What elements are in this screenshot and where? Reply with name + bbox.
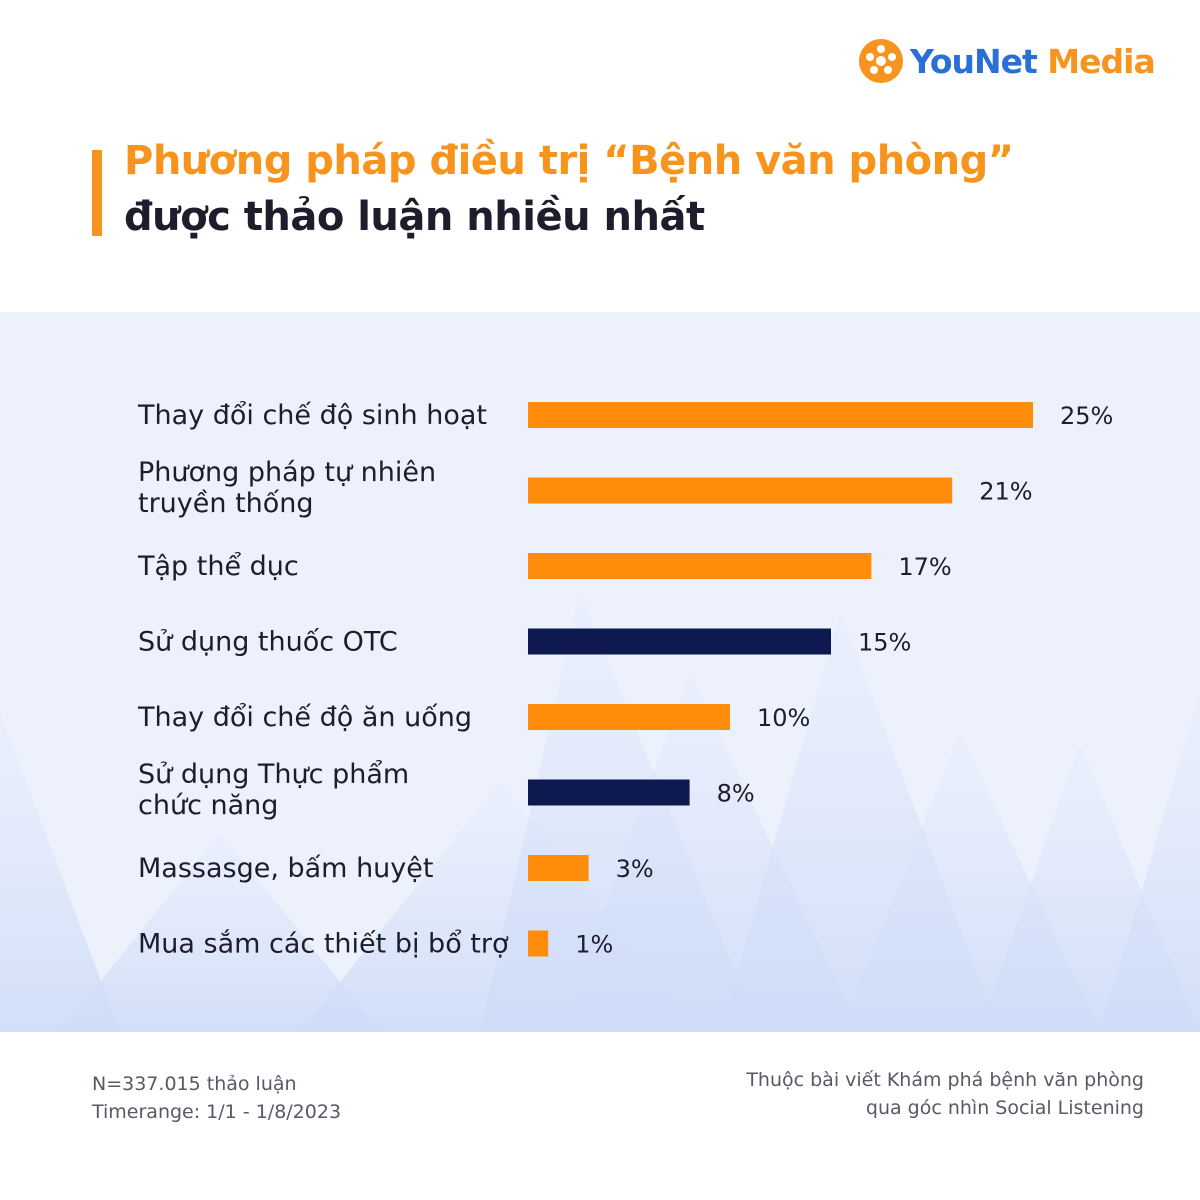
category-label-2-line2: truyền thống — [138, 488, 314, 519]
category-label-7: Massasge, bấm huyệt — [138, 853, 433, 884]
bar-7 — [528, 855, 589, 881]
mountain-background — [0, 592, 1200, 1032]
category-label-5: Thay đổi chế độ ăn uống — [137, 702, 472, 733]
bar-2 — [528, 477, 953, 504]
younet-flower-icon — [859, 39, 903, 83]
value-label-8: 1% — [575, 931, 613, 959]
logo-wordmark: YouNet Media — [910, 41, 1156, 81]
bar-5 — [528, 704, 730, 730]
footer-meta: N=337.015 thảo luận Timerange: 1/1 - 1/8… — [92, 1070, 341, 1126]
value-label-7: 3% — [616, 855, 654, 883]
sample-size: N=337.015 thảo luận — [92, 1073, 297, 1095]
category-label-4: Sử dụng thuốc OTC — [138, 627, 398, 658]
chart-panel: 25% Thay đổi chế độ sinh hoạt 21% Phương ph… — [0, 312, 1200, 1032]
page-title-line2: được thảo luận nhiều nhất — [124, 194, 705, 240]
brand-logo: YouNet Media — [858, 38, 1156, 84]
title-accent-bar — [92, 150, 102, 236]
source-line1: Thuộc bài viết Khám phá bệnh văn phòng — [746, 1069, 1144, 1091]
category-label-2-line1: Phương pháp tự nhiên — [138, 457, 436, 488]
category-label-1: Thay đổi chế độ sinh hoạt — [137, 400, 487, 431]
logo-text-younet: YouNet — [910, 41, 1048, 81]
page-title-line1: Phương pháp điều trị “Bệnh văn phòng” — [124, 138, 1014, 184]
bar-4 — [528, 628, 831, 655]
bar-8 — [528, 930, 549, 957]
value-label-1: 25% — [1060, 402, 1113, 430]
category-label-6-line1: Sử dụng Thực phẩm — [138, 759, 409, 790]
value-label-3: 17% — [898, 553, 951, 581]
logo-text-media: Media — [1047, 41, 1155, 81]
value-label-6: 8% — [717, 780, 755, 808]
bar-6 — [528, 779, 690, 806]
category-label-3: Tập thể dục — [137, 551, 299, 582]
category-label-8: Mua sắm các thiết bị bổ trợ — [138, 929, 509, 960]
bar-3 — [528, 553, 872, 579]
footer-source: Thuộc bài viết Khám phá bệnh văn phòng q… — [746, 1066, 1144, 1122]
value-label-2: 21% — [979, 478, 1032, 506]
category-label-6-line2: chức năng — [138, 790, 278, 821]
bar-chart: 25% Thay đổi chế độ sinh hoạt 21% Phương ph… — [137, 400, 1113, 960]
timerange: Timerange: 1/1 - 1/8/2023 — [92, 1101, 342, 1123]
bar-1 — [528, 402, 1033, 428]
value-label-5: 10% — [757, 704, 810, 732]
source-line2: qua góc nhìn Social Listening — [865, 1097, 1144, 1119]
value-label-4: 15% — [858, 629, 911, 657]
